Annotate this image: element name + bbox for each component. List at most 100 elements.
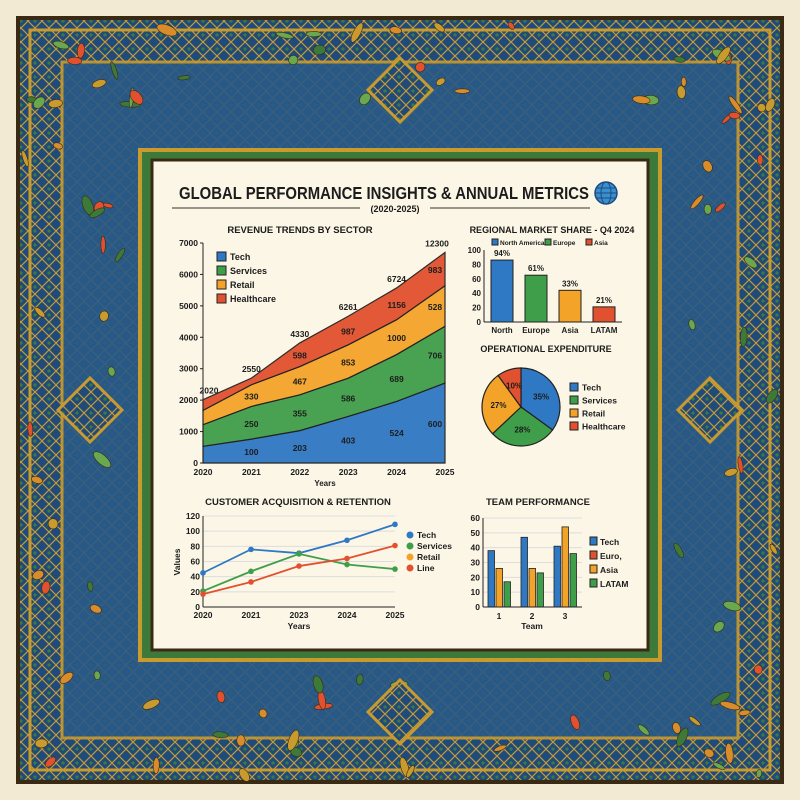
- leaf-icon: [680, 76, 687, 87]
- leaf-icon: [89, 604, 102, 614]
- legend-label: Tech: [230, 252, 250, 262]
- x-tick-label: 2020: [194, 610, 213, 620]
- legend-marker: [406, 564, 414, 572]
- leaf-icon: [93, 670, 101, 681]
- team-performance-chart: TEAM PERFORMANCE 0 10 20 30 40 50 60 1 2 3 Team Tech…: [471, 497, 629, 631]
- flower-icon: [415, 62, 426, 73]
- data-point: [344, 555, 350, 562]
- legend-label: Services: [417, 541, 452, 551]
- data-label: 203: [293, 443, 307, 453]
- total-label: 6724: [387, 274, 406, 284]
- slice-label: 35%: [533, 393, 549, 402]
- leaf-icon: [713, 621, 725, 633]
- data-label: 524: [390, 428, 404, 438]
- y-tick-label: 5000: [179, 301, 198, 311]
- leaf-icon: [87, 581, 94, 592]
- legend-swatch: [216, 265, 227, 276]
- leaf-icon: [637, 724, 650, 736]
- y-tick-label: 50: [471, 528, 481, 538]
- data-label: 600: [428, 419, 442, 429]
- legend-marker: [406, 553, 414, 561]
- y-tick-label: 10: [471, 587, 481, 597]
- leaf-icon: [156, 23, 178, 37]
- legend-label: Tech: [600, 537, 619, 547]
- bar-asia: [495, 568, 503, 608]
- legend-label: Retail: [582, 409, 605, 419]
- legend-swatch: [589, 578, 598, 588]
- leaf-icon: [152, 757, 160, 774]
- leaf-icon: [688, 716, 701, 726]
- page-subtitle: (2020-2025): [370, 204, 419, 214]
- legend-label: Services: [582, 396, 617, 406]
- legend-swatch: [589, 536, 598, 546]
- leaf-icon: [34, 738, 48, 749]
- total-label: 12300: [425, 238, 449, 248]
- y-tick-label: 6000: [179, 269, 198, 279]
- bar-asia: [558, 289, 582, 323]
- legend-swatch: [569, 395, 579, 405]
- legend-swatch: [216, 279, 227, 290]
- leaf-icon: [34, 307, 46, 318]
- leaf-icon: [435, 77, 446, 86]
- flower-icon: [757, 154, 764, 166]
- leaf-icon: [287, 729, 300, 751]
- y-tick-label: 80: [191, 541, 201, 551]
- x-tick-label: Europe: [522, 326, 550, 335]
- total-label: 2550: [242, 364, 261, 374]
- leaf-icon: [93, 451, 112, 468]
- leaf-icon: [755, 769, 763, 778]
- leaf-icon: [350, 22, 364, 43]
- leaf-icon: [719, 701, 741, 711]
- diamond-ornament-icon: [365, 55, 435, 125]
- x-tick-label: 2022: [290, 467, 309, 477]
- data-label: 403: [341, 436, 355, 446]
- data-label: 467: [293, 377, 307, 387]
- data-label: 598: [293, 351, 307, 361]
- operational-expenditure-pie: OPERATIONAL EXPENDITURE 35% 28% 27% 10% Tech S…: [480, 344, 626, 447]
- data-point: [200, 591, 206, 597]
- leaf-icon: [313, 44, 326, 56]
- leaf-icon: [673, 56, 686, 63]
- bar-latam: [536, 572, 544, 608]
- revenue-area-chart: REVENUE TRENDS BY SECTOR 100 203 403 524 600 2…: [179, 225, 455, 488]
- leaf-icon: [212, 731, 229, 739]
- x-axis-label: Years: [314, 479, 336, 488]
- leaf-icon: [702, 160, 713, 173]
- legend-label: North America: [500, 240, 545, 247]
- leaf-icon: [672, 722, 681, 734]
- chart-title: TEAM PERFORMANCE: [486, 497, 590, 508]
- y-tick-label: 3000: [179, 364, 198, 374]
- leaf-icon: [433, 22, 445, 33]
- leaf-icon: [738, 709, 751, 716]
- legend-label: Retail: [230, 280, 255, 290]
- data-label: 1000: [387, 333, 406, 343]
- leaf-icon: [493, 744, 507, 752]
- flower-icon: [41, 580, 51, 595]
- y-tick-label: 1000: [179, 427, 198, 437]
- legend-label: Retail: [417, 552, 440, 562]
- x-axis-label: Years: [288, 621, 311, 631]
- leaf-icon: [632, 95, 651, 104]
- leaf-icon: [305, 31, 322, 38]
- leaf-icon: [716, 46, 731, 65]
- y-tick-label: 20: [472, 304, 481, 313]
- x-tick-label: 2024: [387, 467, 406, 477]
- legend-swatch: [589, 564, 598, 574]
- area-healthcare: [202, 251, 446, 412]
- x-tick-label: 1: [497, 611, 502, 621]
- leaf-icon: [728, 95, 743, 114]
- y-tick-label: 40: [191, 572, 201, 582]
- y-tick-label: 100: [186, 526, 200, 536]
- data-point: [296, 563, 302, 569]
- legend-swatch: [569, 421, 579, 431]
- slice-label: 28%: [514, 426, 530, 435]
- leaf-icon: [676, 85, 686, 99]
- bar-tech: [553, 545, 561, 608]
- y-tick-label: 60: [191, 557, 201, 567]
- legend-label: Services: [230, 266, 267, 276]
- diamond-ornament-icon: [55, 375, 125, 445]
- y-axis-label: Values: [172, 548, 182, 575]
- data-label: 586: [341, 393, 355, 403]
- leaf-icon: [603, 670, 611, 681]
